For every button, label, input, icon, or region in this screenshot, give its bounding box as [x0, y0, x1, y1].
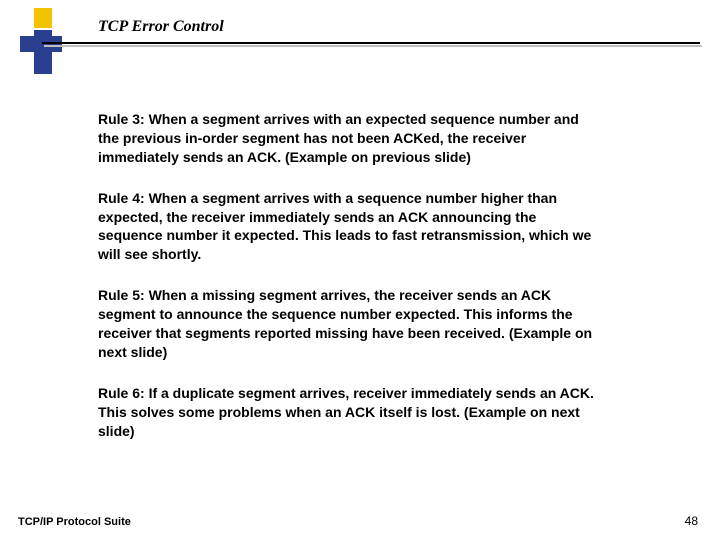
footer-left: TCP/IP Protocol Suite [18, 516, 131, 528]
slide-content: Rule 3: When a segment arrives with an e… [98, 110, 598, 462]
rule-6: Rule 6: If a duplicate segment arrives, … [98, 384, 598, 441]
title-underline [42, 42, 700, 44]
rule-4: Rule 4: When a segment arrives with a se… [98, 189, 598, 265]
slide-number: 48 [685, 514, 698, 528]
title-bar: TCP Error Control [0, 18, 720, 48]
rule-3: Rule 3: When a segment arrives with an e… [98, 110, 598, 167]
rule-5: Rule 5: When a missing segment arrives, … [98, 286, 598, 362]
title-underline-shadow [44, 45, 702, 47]
slide-title: TCP Error Control [98, 18, 224, 36]
